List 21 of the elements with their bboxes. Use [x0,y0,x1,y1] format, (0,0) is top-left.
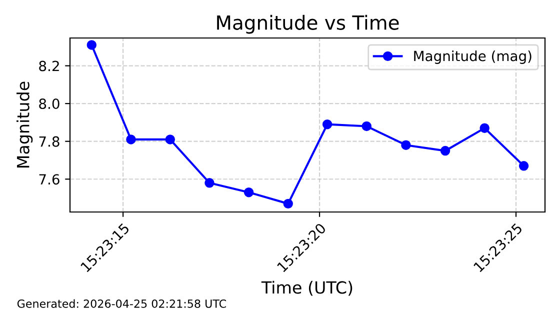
y-axis-title: Magnitude [16,82,33,168]
y-tick-label: 8.2 [39,60,59,72]
chart-title: Magnitude vs Time [217,14,399,34]
point [518,161,529,171]
point [440,146,450,156]
point [244,187,254,198]
point [401,140,411,150]
point [480,123,490,133]
point [165,134,176,144]
point [126,134,136,144]
legend-label: Magnitude (mag) [414,50,532,64]
point [283,198,293,209]
y-tick-label: 7.6 [39,174,60,185]
point [322,119,332,130]
text: Generated: 2026-04-25 02:21:58 UTC [17,299,226,308]
point [362,121,372,132]
point [204,178,214,188]
x-axis-title: Time (UTC) [261,280,352,296]
y-tick-label: 8.0 [39,98,60,110]
y-tick-label: 7.8 [39,136,60,147]
point [86,40,97,50]
